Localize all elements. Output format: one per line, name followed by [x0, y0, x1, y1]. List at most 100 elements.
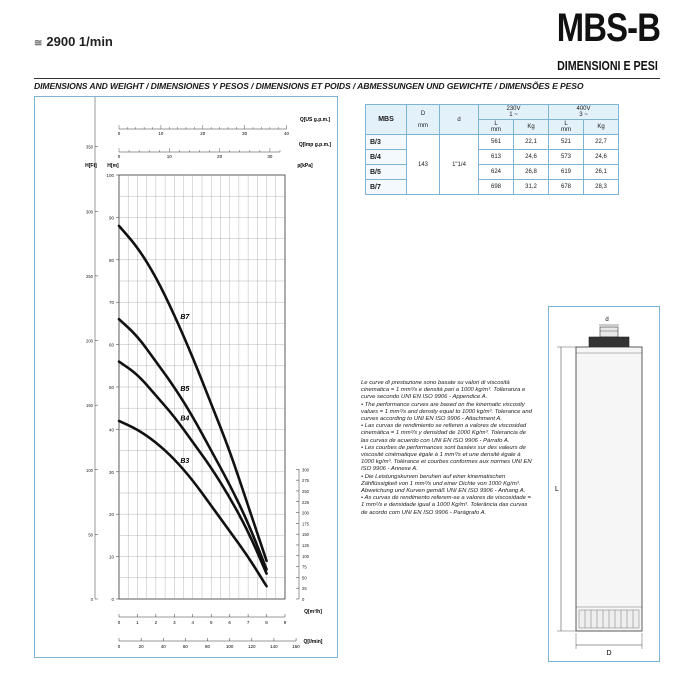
curve-B3 [117, 419, 268, 588]
impgpm-tick-label: 30 [267, 154, 273, 159]
hm-tick-label: 0 [111, 597, 114, 602]
hft-tick-label: 300 [86, 209, 94, 214]
kpa-tick-label: 250 [302, 489, 310, 494]
usgpm-tick-label: 30 [242, 131, 248, 136]
curve-B7 [117, 224, 268, 563]
col-230v: 230V 1 ~ [478, 104, 549, 120]
kpa-tick-label: 225 [302, 500, 310, 505]
curve-B5 [117, 317, 268, 571]
hft-tick-label: 150 [86, 403, 94, 408]
hm-tick-label: 70 [109, 300, 115, 305]
hft-tick-label: 0 [91, 597, 94, 602]
hm-tick-label: 50 [109, 385, 115, 390]
m3h-tick-label: 6 [228, 620, 231, 625]
impgpm-tick-label: 10 [167, 154, 173, 159]
hm-tick-label: 20 [109, 512, 115, 517]
shared-d: 1"1/4 [439, 134, 479, 195]
usgpm-tick-label: 10 [158, 131, 164, 136]
performance-chart: 0102030405060708090100H[m]05010015020025… [85, 0, 332, 649]
pump-body [575, 346, 643, 632]
curve-B4 [117, 360, 268, 575]
lmin-tick-label: 40 [161, 644, 167, 649]
m3h-tick-label: 0 [118, 620, 121, 625]
usgpm-tick-label: 40 [284, 131, 290, 136]
hft-tick-label: 200 [86, 339, 94, 344]
m3h-tick-label: 4 [192, 620, 195, 625]
d-dimension-label: d [605, 317, 608, 323]
hm-axis-label: H[m] [107, 163, 119, 169]
shared-D: 143 [406, 134, 440, 195]
note-en: • The performance curves are based on th… [361, 401, 532, 423]
lmin-tick-label: 140 [270, 644, 278, 649]
pump-head [588, 336, 630, 348]
usgpm-tick-label: 0 [118, 131, 121, 136]
kpa-tick-label: 100 [302, 554, 310, 559]
usgpm-tick-label: 20 [200, 131, 206, 136]
note-fr: • Les courbes de performances sont basée… [361, 444, 532, 473]
hm-tick-label: 100 [106, 173, 114, 178]
m3h-tick-label: 9 [284, 620, 287, 625]
hm-tick-label: 80 [109, 258, 115, 263]
kpa-tick-label: 0 [302, 597, 305, 602]
col-kg2: Kg [583, 119, 619, 135]
kpa-tick-label: 150 [302, 532, 310, 537]
D-dimension-label: D [606, 650, 611, 657]
note-pt: • As curvas de rendimento referem-se a v… [361, 495, 531, 516]
kpa-tick-label: 275 [302, 478, 310, 483]
curve-label-B5: B5 [180, 386, 189, 393]
curve-label-B4: B4 [180, 416, 189, 423]
lmin-tick-label: 0 [118, 644, 121, 649]
multilingual-section-bar: DIMENSIONS AND WEIGHT / DIMENSIONES Y PE… [34, 78, 660, 96]
pump-drawing-panel: d L D [548, 306, 660, 662]
lmin-tick-label: 100 [226, 644, 234, 649]
hft-tick-label: 50 [88, 532, 93, 537]
lmin-axis-label: Q[l/min] [304, 639, 323, 645]
usgpm-axis-label: Q[US g.p.m.] [300, 117, 331, 123]
kpa-tick-label: 25 [302, 586, 307, 591]
inlet-screen [578, 609, 640, 629]
hm-tick-label: 10 [109, 555, 115, 560]
hft-axis-label: H[Ft] [85, 163, 97, 169]
m3h-tick-label: 3 [173, 620, 176, 625]
discharge-outlet [599, 326, 619, 338]
m3h-tick-label: 1 [136, 620, 139, 625]
kpa-tick-label: 175 [302, 521, 310, 526]
lmin-tick-label: 60 [183, 644, 189, 649]
pump-dimension-drawing: d L D [555, 317, 643, 657]
section-subtitle: DIMENSIONI E PESI [557, 58, 658, 73]
performance-notes: Le curve di prestazione sono basate su v… [361, 380, 534, 517]
hft-tick-label: 250 [86, 274, 94, 279]
note-es: • Las curvas de rendimiento se refieren … [361, 423, 527, 444]
m3h-tick-label: 5 [210, 620, 213, 625]
kpa-tick-label: 75 [302, 565, 307, 570]
m3h-tick-label: 2 [155, 620, 158, 625]
hm-tick-label: 60 [109, 343, 115, 348]
curve-label-B7: B7 [180, 314, 190, 321]
performance-chart-panel: 0 10 20 30 40 50 60 70 80 90 100 H[m] 0 50 100 150 200 25… [34, 0, 338, 658]
col-model: MBS [365, 104, 407, 135]
table-row: B/7 698 31,2 678 28,3 [365, 179, 619, 195]
note-de: • Die Leistungskurven beruhen auf einer … [361, 473, 526, 495]
kpa-tick-label: 300 [302, 467, 310, 472]
impgpm-tick-label: 0 [118, 154, 121, 159]
col-400v: 400V 3 ~ [548, 104, 619, 120]
L-dimension-label: L [555, 486, 559, 493]
table-row: B/5 624 26,8 619 26,1 [365, 164, 619, 180]
hft-tick-label: 350 [86, 145, 94, 150]
m3h-tick-label: 7 [247, 620, 250, 625]
table-row: B/4 613 24,6 573 24,6 [365, 149, 619, 165]
note-it: Le curve di prestazione sono basate su v… [361, 380, 526, 401]
lmin-tick-label: 20 [139, 644, 145, 649]
kpa-tick-label: 50 [302, 575, 307, 580]
hm-tick-label: 30 [109, 470, 115, 475]
lmin-tick-label: 120 [248, 644, 256, 649]
impgpm-axis-label: Q[Imp g.p.m.] [299, 142, 332, 148]
lmin-tick-label: 80 [205, 644, 211, 649]
m3h-axis-label: Q[m³/h] [304, 609, 322, 615]
hft-tick-label: 100 [86, 468, 94, 473]
model-title: MBS-B [556, 6, 661, 50]
